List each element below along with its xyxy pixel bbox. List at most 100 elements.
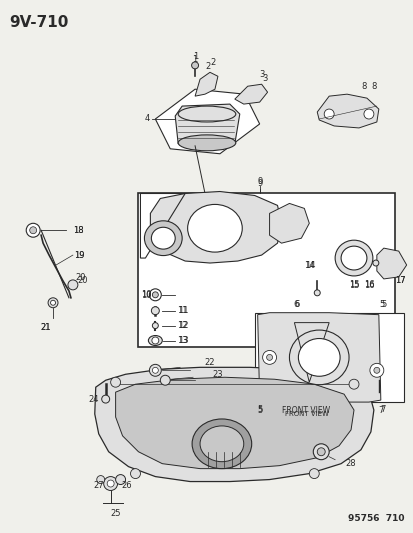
Circle shape <box>266 354 272 360</box>
Circle shape <box>323 109 333 119</box>
Text: 1: 1 <box>192 55 197 64</box>
Circle shape <box>348 379 358 389</box>
Text: 15: 15 <box>348 280 358 289</box>
Text: 20: 20 <box>77 277 88 285</box>
Text: 6: 6 <box>294 300 299 309</box>
Text: 4: 4 <box>145 115 150 124</box>
Text: 5: 5 <box>256 406 262 415</box>
Circle shape <box>373 367 379 373</box>
Circle shape <box>97 475 104 483</box>
Text: 2: 2 <box>210 58 215 67</box>
Circle shape <box>160 375 170 385</box>
Text: 26: 26 <box>121 481 131 490</box>
Text: 14: 14 <box>304 261 315 270</box>
Polygon shape <box>95 367 373 481</box>
Text: 14: 14 <box>303 261 314 270</box>
Ellipse shape <box>144 221 182 256</box>
Circle shape <box>313 290 320 296</box>
Polygon shape <box>115 377 353 469</box>
Text: 12: 12 <box>176 321 187 330</box>
Text: 1: 1 <box>193 52 198 61</box>
Text: 23: 23 <box>212 370 223 379</box>
Text: 8: 8 <box>361 82 366 91</box>
Circle shape <box>152 367 158 373</box>
Circle shape <box>26 223 40 237</box>
Text: 15: 15 <box>348 281 358 290</box>
Circle shape <box>50 300 55 305</box>
Text: 17: 17 <box>394 277 405 285</box>
Text: 12: 12 <box>178 321 188 330</box>
Text: 24: 24 <box>88 394 99 403</box>
Ellipse shape <box>151 227 175 249</box>
Circle shape <box>102 395 109 403</box>
Polygon shape <box>234 84 267 104</box>
Text: 5: 5 <box>378 300 384 309</box>
Text: 18: 18 <box>74 226 84 235</box>
Text: FRONT VIEW: FRONT VIEW <box>282 406 330 415</box>
Circle shape <box>110 377 120 387</box>
Circle shape <box>30 227 37 234</box>
Text: 21: 21 <box>41 323 51 332</box>
Text: 16: 16 <box>363 281 373 290</box>
Text: 7: 7 <box>379 405 385 414</box>
Text: 10: 10 <box>141 292 151 300</box>
Circle shape <box>103 477 117 490</box>
Text: 3: 3 <box>261 74 267 83</box>
Ellipse shape <box>178 106 235 122</box>
Circle shape <box>152 337 159 344</box>
Bar <box>254 313 403 402</box>
Text: 20: 20 <box>76 273 86 282</box>
Circle shape <box>151 306 159 314</box>
Text: 17: 17 <box>394 277 405 285</box>
Ellipse shape <box>340 246 366 270</box>
Text: 2: 2 <box>205 62 210 71</box>
Text: 18: 18 <box>74 226 84 235</box>
Circle shape <box>313 444 328 459</box>
Circle shape <box>152 322 158 328</box>
Polygon shape <box>257 313 380 402</box>
Ellipse shape <box>199 426 243 462</box>
Text: 10: 10 <box>141 290 151 300</box>
Circle shape <box>372 260 378 266</box>
Text: 9V-710: 9V-710 <box>9 15 69 30</box>
Text: 22: 22 <box>204 358 215 367</box>
Polygon shape <box>155 89 259 154</box>
Circle shape <box>316 448 325 456</box>
Text: 9: 9 <box>256 177 262 186</box>
Text: 9: 9 <box>256 179 262 188</box>
Text: 21: 21 <box>41 323 51 332</box>
Text: 13: 13 <box>176 336 187 345</box>
Text: 3: 3 <box>258 70 263 79</box>
Polygon shape <box>269 204 309 243</box>
Polygon shape <box>376 248 406 279</box>
Circle shape <box>68 280 78 290</box>
Polygon shape <box>175 104 239 144</box>
Circle shape <box>309 469 318 479</box>
Circle shape <box>130 469 140 479</box>
Text: 5: 5 <box>380 300 385 309</box>
Polygon shape <box>195 72 217 96</box>
Text: 8: 8 <box>370 82 376 91</box>
Circle shape <box>149 365 161 376</box>
Circle shape <box>115 474 125 484</box>
Bar <box>138 193 394 348</box>
Text: FRONT VIEW: FRONT VIEW <box>285 411 328 417</box>
Ellipse shape <box>148 336 162 345</box>
Text: 19: 19 <box>74 251 84 260</box>
Circle shape <box>149 289 161 301</box>
Text: 13: 13 <box>178 336 188 345</box>
Text: 28: 28 <box>345 459 356 468</box>
Text: 6: 6 <box>293 300 298 309</box>
Text: 11: 11 <box>178 306 188 315</box>
Ellipse shape <box>298 338 339 376</box>
Text: 11: 11 <box>176 306 187 315</box>
Circle shape <box>369 364 383 377</box>
Ellipse shape <box>187 205 242 252</box>
Text: 25: 25 <box>110 509 121 518</box>
Circle shape <box>262 350 276 365</box>
Text: 27: 27 <box>93 481 104 490</box>
Text: 16: 16 <box>363 280 373 289</box>
Ellipse shape <box>178 135 235 151</box>
Text: 19: 19 <box>74 251 84 260</box>
Circle shape <box>152 292 158 298</box>
